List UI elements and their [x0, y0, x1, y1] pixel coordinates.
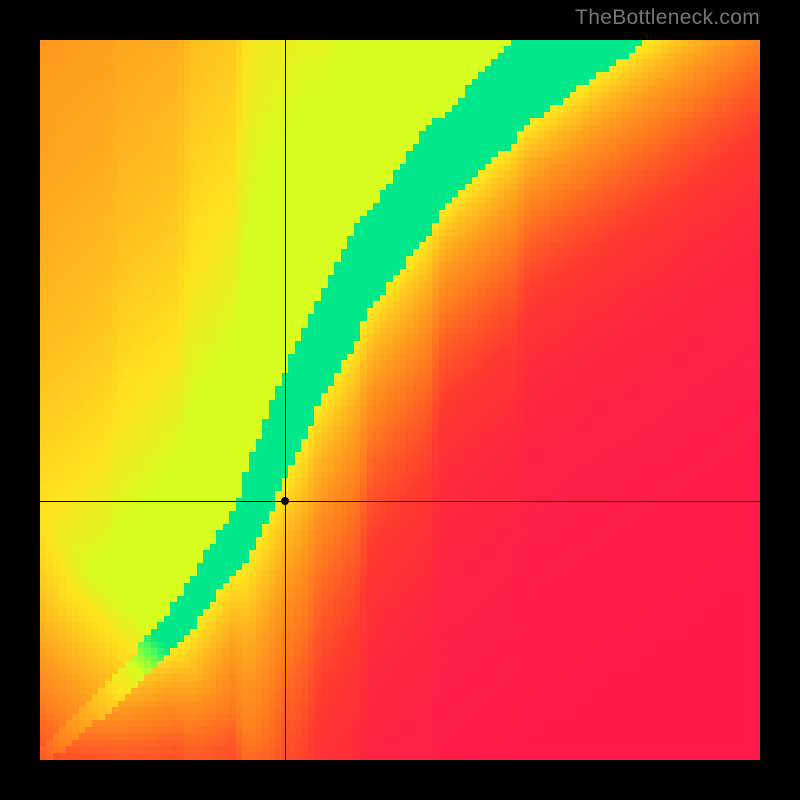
crosshair-marker-dot — [281, 497, 289, 505]
crosshair-vertical — [285, 40, 286, 760]
heatmap-plot — [40, 40, 760, 760]
watermark-text: TheBottleneck.com — [575, 6, 760, 30]
crosshair-horizontal — [40, 501, 760, 502]
heatmap-canvas — [40, 40, 760, 760]
